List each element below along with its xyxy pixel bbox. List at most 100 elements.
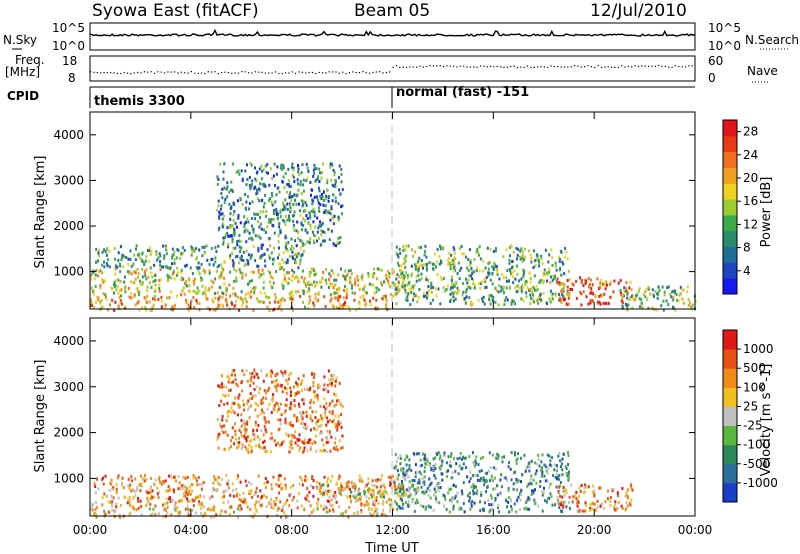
- heatmap-cell: [661, 285, 664, 289]
- heatmap-cell: [184, 476, 187, 480]
- heatmap-cell: [388, 272, 391, 276]
- heatmap-cell: [319, 504, 322, 508]
- heatmap-cell: [413, 292, 415, 296]
- heatmap-cell: [218, 210, 221, 214]
- heatmap-cell: [561, 287, 564, 291]
- heatmap-cell: [415, 491, 418, 495]
- freq-point: [671, 66, 673, 68]
- heatmap-cell: [332, 305, 335, 309]
- freq-point: [537, 66, 539, 68]
- heatmap-cell: [289, 440, 291, 444]
- heatmap-cell: [502, 285, 505, 289]
- heatmap-cell: [321, 230, 324, 234]
- heatmap-cell: [422, 291, 425, 295]
- heatmap-cell: [336, 423, 339, 427]
- heatmap-cell: [281, 372, 284, 376]
- heatmap-cell: [453, 496, 456, 500]
- heatmap-cell: [327, 199, 330, 203]
- heatmap-cell: [489, 278, 492, 282]
- heatmap-cell: [318, 180, 321, 183]
- heatmap-cell: [623, 290, 626, 294]
- heatmap-cell: [492, 479, 494, 483]
- heatmap-cell: [341, 188, 344, 192]
- heatmap-cell: [310, 510, 313, 514]
- heatmap-cell: [647, 306, 650, 310]
- heatmap-cell: [335, 403, 338, 407]
- heatmap-cell: [545, 500, 548, 504]
- heatmap-cell: [108, 265, 111, 269]
- heatmap-cell: [587, 485, 590, 489]
- colorbar-swatch: [723, 183, 737, 200]
- heatmap-cell: [195, 291, 198, 295]
- heatmap-cell: [296, 499, 299, 503]
- heatmap-cell: [110, 500, 113, 504]
- heatmap-cell: [204, 271, 207, 275]
- heatmap-cell: [469, 286, 472, 290]
- heatmap-cell: [160, 295, 163, 299]
- heatmap-cell: [672, 298, 675, 302]
- heatmap-cell: [274, 300, 276, 304]
- heatmap-cell: [295, 275, 298, 279]
- heatmap-cell: [400, 272, 403, 276]
- heatmap-cell: [560, 289, 563, 293]
- heatmap-cell: [190, 253, 193, 257]
- heatmap-cell: [390, 293, 392, 296]
- heatmap-cell: [473, 462, 476, 466]
- heatmap-cell: [407, 505, 410, 508]
- power-x-axis: [89, 112, 696, 309]
- freq-point: [382, 72, 384, 74]
- heatmap-cell: [589, 502, 592, 506]
- heatmap-cell: [331, 303, 334, 307]
- heatmap-cell: [310, 209, 313, 213]
- heatmap-cell: [165, 252, 168, 256]
- heatmap-cell: [137, 275, 140, 279]
- heatmap-cell: [325, 416, 328, 420]
- heatmap-cell: [439, 454, 442, 458]
- heatmap-cell: [243, 428, 246, 432]
- heatmap-cell: [358, 287, 361, 291]
- heatmap-cell: [290, 300, 293, 304]
- heatmap-cell: [217, 384, 220, 388]
- heatmap-cell: [532, 293, 534, 297]
- heatmap-cell: [121, 476, 124, 480]
- heatmap-cell: [261, 198, 264, 202]
- heatmap-cell: [307, 438, 310, 442]
- heatmap-cell: [138, 483, 141, 487]
- heatmap-cell: [595, 295, 598, 298]
- heatmap-cell: [533, 249, 535, 253]
- heatmap-cell: [395, 467, 398, 471]
- freq-point: [412, 66, 414, 68]
- heatmap-cell: [265, 214, 267, 218]
- heatmap-cell: [160, 265, 163, 269]
- heatmap-cell: [543, 474, 546, 478]
- heatmap-cell: [218, 404, 221, 407]
- heatmap-cell: [202, 481, 205, 485]
- heatmap-cell: [530, 296, 532, 300]
- heatmap-cell: [332, 373, 335, 377]
- heatmap-cell: [227, 486, 230, 490]
- heatmap-cell: [468, 274, 471, 277]
- heatmap-cell: [610, 487, 613, 491]
- heatmap-cell: [325, 506, 328, 510]
- heatmap-cell: [115, 487, 118, 491]
- heatmap-cell: [399, 506, 402, 510]
- heatmap-cell: [94, 485, 97, 488]
- heatmap-cell: [279, 208, 282, 212]
- freq-point: [288, 72, 290, 74]
- heatmap-cell: [561, 260, 564, 264]
- heatmap-cell: [280, 266, 283, 269]
- heatmap-cell: [644, 295, 647, 299]
- heatmap-cell: [473, 257, 476, 261]
- heatmap-cell: [335, 376, 338, 380]
- heatmap-cell: [418, 478, 421, 482]
- heatmap-cell: [242, 492, 245, 495]
- heatmap-cell: [549, 463, 552, 467]
- heatmap-cell: [241, 177, 244, 181]
- heatmap-cell: [266, 248, 269, 252]
- heatmap-cell: [123, 280, 126, 284]
- heatmap-cell: [432, 457, 435, 461]
- heatmap-cell: [596, 300, 599, 304]
- y-tick-label: 2000: [53, 219, 84, 233]
- heatmap-cell: [282, 204, 285, 208]
- heatmap-cell: [620, 299, 623, 303]
